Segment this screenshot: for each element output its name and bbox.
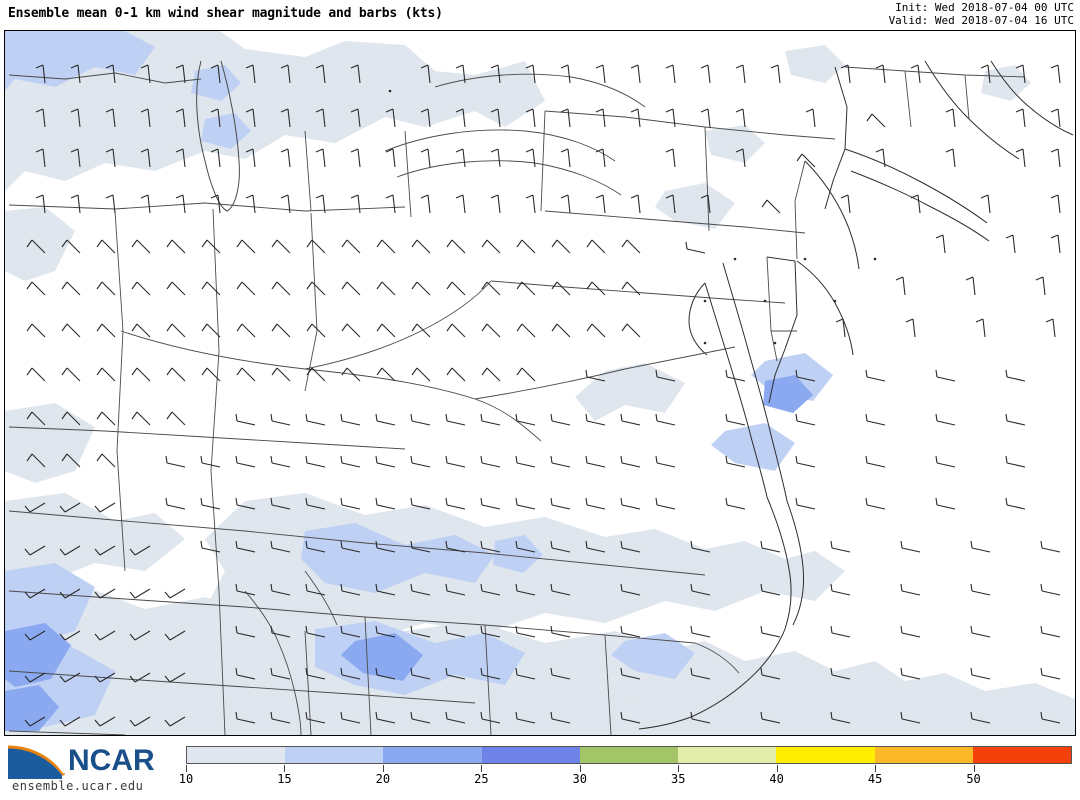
colorbar-segment-1: [285, 747, 384, 763]
page-title: Ensemble mean 0-1 km wind shear magnitud…: [8, 6, 443, 21]
colorbar-segment-3: [481, 747, 580, 763]
header-bar: Ensemble mean 0-1 km wind shear magnitud…: [0, 0, 1080, 30]
map-panel[interactable]: [4, 30, 1076, 736]
colorbar-tick-10: [186, 765, 187, 772]
colorbar-ticks: [186, 765, 1072, 773]
colorbar-segment-6: [776, 747, 875, 763]
colorbar-segment-2: [383, 747, 482, 763]
colorbar-tick-labels: 10 15 20 25 30 35 40 45 50: [179, 772, 1072, 792]
timestamp-block: Init: Wed 2018-07-04 00 UTC Valid: Wed 2…: [889, 1, 1074, 27]
colorbar-tick-25: [481, 765, 483, 772]
colorbar-segment-4: [579, 747, 679, 763]
map-canvas: [5, 31, 1075, 735]
valid-time-label: Valid: Wed 2018-07-04 16 UTC: [888, 14, 1074, 27]
ncar-url: ensemble.ucar.edu: [12, 779, 144, 793]
colorbar-segment-0: [187, 747, 286, 763]
colorbar-label-25: 25: [474, 772, 489, 786]
colorbar-segment-5: [678, 747, 777, 763]
colorbar-label-20: 20: [375, 772, 391, 786]
colorbar-label-45: 45: [867, 772, 883, 786]
init-time-label: Init: Wed 2018-07-04 00 UTC: [895, 1, 1074, 14]
colorbar-label-30: 30: [572, 772, 587, 786]
colorbar-tick-40: [776, 765, 778, 772]
shading-layer-20-25: [5, 375, 813, 731]
colorbar-label-40: 40: [769, 772, 784, 786]
colorbar-tick-45: [875, 765, 877, 772]
ncar-logo-mark: [7, 743, 66, 779]
colorbar-tick-20: [382, 765, 384, 772]
colorbar-swatches: [186, 746, 1072, 764]
colorbar-segment-7: [874, 747, 973, 763]
colorbar-tick-30: [579, 765, 581, 772]
colorbar-label-35: 35: [670, 772, 686, 786]
footer-bar: NCAR ensemble.ucar.edu 10 15 20 25 30 35 40 45 5…: [0, 738, 1080, 800]
shading-layer-10-15: [5, 31, 1075, 735]
colorbar-tick-15: [284, 765, 286, 772]
colorbar[interactable]: 10 15 20 25 30 35 40 45 50: [179, 746, 1074, 794]
ncar-logo[interactable]: NCAR ensemble.ucar.edu: [4, 740, 176, 798]
colorbar-label-15: 15: [277, 772, 292, 786]
colorbar-tick-50: [973, 765, 975, 772]
colorbar-tick-35: [678, 765, 680, 772]
colorbar-label-10: 10: [178, 772, 194, 786]
colorbar-segment-8: [972, 747, 1071, 763]
ncar-wordmark: NCAR: [68, 744, 155, 777]
shading-layer-15-20: [5, 31, 833, 727]
colorbar-label-50: 50: [966, 772, 981, 786]
